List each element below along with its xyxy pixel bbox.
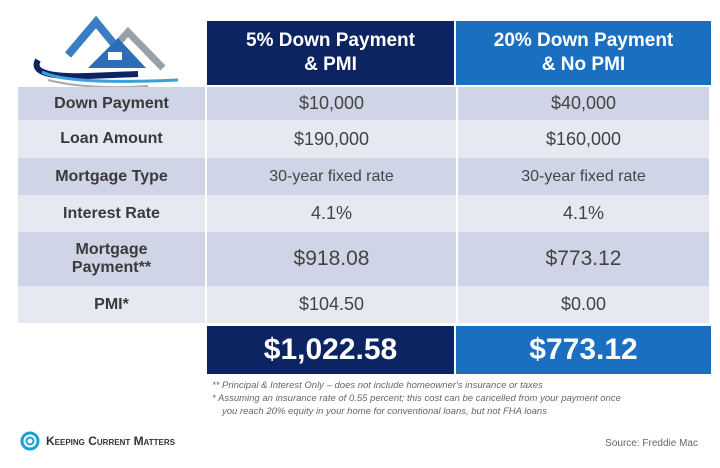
value-5pct: $104.50 [206, 286, 458, 323]
table-row: PMI* $104.50 $0.00 [18, 286, 711, 323]
house-logo [33, 15, 179, 88]
value-20pct: $40,000 [457, 87, 711, 120]
row-label: Down Payment [18, 87, 207, 120]
footnote: ** Principal & Interest Only – does not … [212, 380, 543, 391]
value-5pct: 4.1% [206, 195, 458, 232]
row-label-line: Payment** [71, 259, 152, 276]
row-label: Loan Amount [18, 120, 207, 158]
value-20pct: $0.00 [457, 286, 711, 323]
value-5pct: 30-year fixed rate [206, 158, 458, 195]
value-20pct: $160,000 [457, 120, 711, 158]
total-5pct: $1,022.58 [207, 326, 454, 374]
footnote: you reach 20% equity in your home for co… [222, 406, 547, 417]
value-5pct: $10,000 [206, 87, 458, 120]
value-5pct: $190,000 [206, 120, 458, 158]
row-label: PMI* [18, 286, 207, 323]
table-row: Mortgage Payment** $918.08 $773.12 [18, 232, 711, 286]
source-note: Source: Freddie Mac [605, 438, 698, 449]
table-row: Down Payment $10,000 $40,000 [18, 87, 711, 120]
row-label: Mortgage Type [18, 158, 207, 195]
table-row: Loan Amount $190,000 $160,000 [18, 120, 711, 158]
row-label: Mortgage Payment** [18, 232, 207, 286]
brand-name: Keeping Current Matters [46, 434, 175, 448]
value-20pct: $773.12 [457, 232, 711, 286]
row-label: Interest Rate [18, 195, 207, 232]
comparison-table: Down Payment $10,000 $40,000 Loan Amount $1… [18, 87, 711, 323]
table-row: Mortgage Type 30-year fixed rate 30-year f… [18, 158, 711, 195]
total-20pct: $773.12 [456, 326, 711, 374]
header-5-percent-down: 5% Down Payment & PMI [207, 21, 454, 85]
row-label-line: Mortgage [75, 241, 148, 258]
footnote: * Assuming an insurance rate of 0.55 per… [212, 393, 621, 404]
value-20pct: 4.1% [457, 195, 711, 232]
kcm-logo-icon [20, 431, 40, 451]
header-20-percent-down: 20% Down Payment & No PMI [456, 21, 711, 85]
footnotes: ** Principal & Interest Only – does not … [212, 379, 621, 418]
table-row: Interest Rate 4.1% 4.1% [18, 195, 711, 232]
brand: Keeping Current Matters [20, 431, 175, 451]
value-20pct: 30-year fixed rate [457, 158, 711, 195]
value-5pct: $918.08 [206, 232, 458, 286]
